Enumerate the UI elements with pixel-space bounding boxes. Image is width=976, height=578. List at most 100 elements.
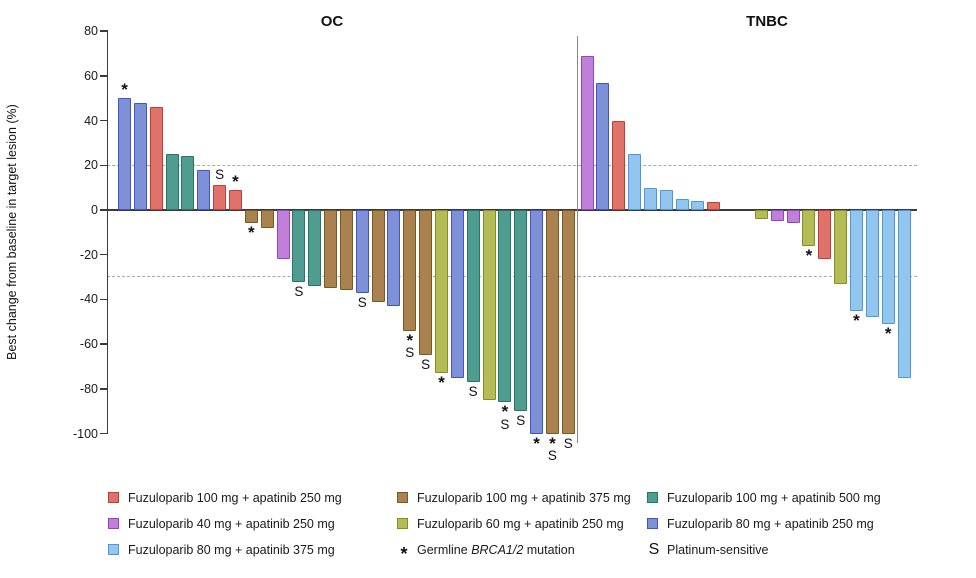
legend-label: Fuzuloparib 40 mg + apatinib 250 mg bbox=[128, 517, 335, 531]
bar bbox=[197, 169, 211, 210]
bar bbox=[244, 210, 258, 224]
y-tick-label: 20 bbox=[84, 158, 98, 173]
y-tick-mark bbox=[100, 253, 107, 256]
y-tick-label: 80 bbox=[84, 24, 98, 39]
platinum-sensitive-flag: S bbox=[468, 384, 478, 400]
bar bbox=[514, 210, 528, 412]
bar bbox=[818, 210, 832, 260]
bar bbox=[754, 210, 768, 219]
legend-label: Fuzuloparib 60 mg + apatinib 250 mg bbox=[417, 517, 624, 531]
y-tick-mark bbox=[100, 75, 107, 77]
legend-label: Fuzuloparib 80 mg + apatinib 250 mg bbox=[667, 517, 874, 531]
y-axis-line bbox=[106, 30, 108, 435]
bar bbox=[580, 55, 594, 210]
bar bbox=[276, 210, 290, 260]
legend-label: Germline BRCA1/2 mutation bbox=[417, 543, 575, 557]
germline-brca-flag: * bbox=[247, 223, 255, 243]
platinum-sensitive-flag: S bbox=[215, 167, 225, 183]
platinum-sensitive-flag: S bbox=[421, 357, 431, 373]
bar bbox=[435, 210, 448, 374]
legend-swatch-purple bbox=[108, 518, 119, 529]
legend-swatch-olive bbox=[397, 518, 408, 529]
panel-divider-line bbox=[576, 36, 578, 443]
bar bbox=[561, 210, 575, 434]
bar bbox=[707, 202, 721, 210]
platinum-sensitive-flag: S bbox=[563, 435, 573, 451]
platinum-sensitive-flag: S bbox=[516, 413, 526, 429]
bar bbox=[213, 185, 227, 210]
y-axis-label: Best change from baseline in target lesi… bbox=[5, 104, 19, 360]
bar bbox=[498, 210, 512, 403]
bar bbox=[450, 210, 464, 378]
legend-swatch-teal bbox=[647, 492, 658, 503]
y-tick-label: 40 bbox=[84, 113, 98, 128]
legend-swatch-red bbox=[108, 492, 119, 503]
platinum-sensitive-flag: S bbox=[500, 416, 510, 432]
y-tick-label: 60 bbox=[84, 68, 98, 83]
bar bbox=[612, 120, 626, 210]
asterisk-symbol: * bbox=[400, 544, 408, 564]
y-tick-mark bbox=[100, 343, 107, 345]
platinum-sensitive-flag: S bbox=[294, 283, 304, 299]
y-tick-mark bbox=[100, 298, 107, 301]
germline-brca-flag: * bbox=[805, 245, 813, 265]
bar bbox=[881, 210, 895, 324]
bar bbox=[802, 210, 816, 246]
germline-brca-flag: * bbox=[549, 433, 556, 453]
bar bbox=[659, 189, 673, 210]
y-tick-mark bbox=[100, 388, 107, 390]
germline-brca-flag: * bbox=[884, 323, 892, 343]
bar bbox=[292, 210, 306, 282]
bar bbox=[643, 187, 657, 210]
y-tick-mark bbox=[100, 119, 107, 122]
platinum-sensitive-flag: S bbox=[547, 448, 557, 463]
bar bbox=[149, 107, 163, 210]
bar bbox=[228, 189, 242, 210]
bar bbox=[387, 210, 401, 307]
bar bbox=[308, 210, 322, 286]
bar bbox=[355, 210, 369, 293]
platinum-sensitive-flag: S bbox=[357, 294, 367, 310]
bar bbox=[675, 198, 689, 210]
bar bbox=[419, 210, 433, 356]
bar bbox=[849, 210, 863, 311]
y-tick-mark bbox=[100, 30, 107, 32]
bar bbox=[118, 98, 131, 210]
bar bbox=[181, 156, 195, 210]
bar bbox=[466, 210, 480, 383]
y-tick-label: 0 bbox=[91, 203, 98, 217]
panel-title-oc: OC bbox=[320, 13, 344, 30]
bar bbox=[691, 201, 705, 210]
bar bbox=[628, 154, 642, 210]
germline-brca-flag: * bbox=[438, 373, 445, 393]
legend-swatch-brown bbox=[397, 492, 408, 503]
germline-brca-flag: * bbox=[232, 171, 239, 191]
legend-swatch-lightblue bbox=[108, 544, 119, 555]
legend-label: Fuzuloparib 100 mg + apatinib 375 mg bbox=[417, 491, 631, 505]
platinum-sensitive-symbol: S bbox=[648, 541, 660, 558]
bar bbox=[324, 210, 338, 289]
germline-brca-flag: * bbox=[121, 80, 128, 100]
y-tick-label: -60 bbox=[79, 337, 98, 352]
y-tick-mark bbox=[100, 432, 107, 435]
platinum-sensitive-flag: S bbox=[405, 345, 415, 361]
legend-label: Fuzuloparib 100 mg + apatinib 500 mg bbox=[667, 491, 881, 505]
x-axis-zero-line bbox=[107, 209, 917, 211]
reference-line bbox=[107, 164, 917, 166]
bar bbox=[865, 210, 879, 318]
bar bbox=[786, 210, 800, 224]
bar bbox=[770, 210, 784, 222]
legend-label: Fuzuloparib 80 mg + apatinib 375 mg bbox=[128, 543, 335, 557]
legend-label: Fuzuloparib 100 mg + apatinib 250 mg bbox=[128, 491, 342, 505]
bar bbox=[339, 210, 353, 291]
bar bbox=[133, 102, 147, 210]
panel-title-tnbc: TNBC bbox=[746, 13, 788, 30]
bar bbox=[482, 210, 496, 400]
germline-brca-flag: * bbox=[406, 330, 414, 350]
y-tick-label: -100 bbox=[72, 426, 98, 441]
y-tick-mark bbox=[100, 209, 107, 211]
bar bbox=[260, 210, 274, 228]
legend-swatch-slate bbox=[647, 518, 658, 529]
germline-brca-flag: * bbox=[533, 433, 540, 453]
